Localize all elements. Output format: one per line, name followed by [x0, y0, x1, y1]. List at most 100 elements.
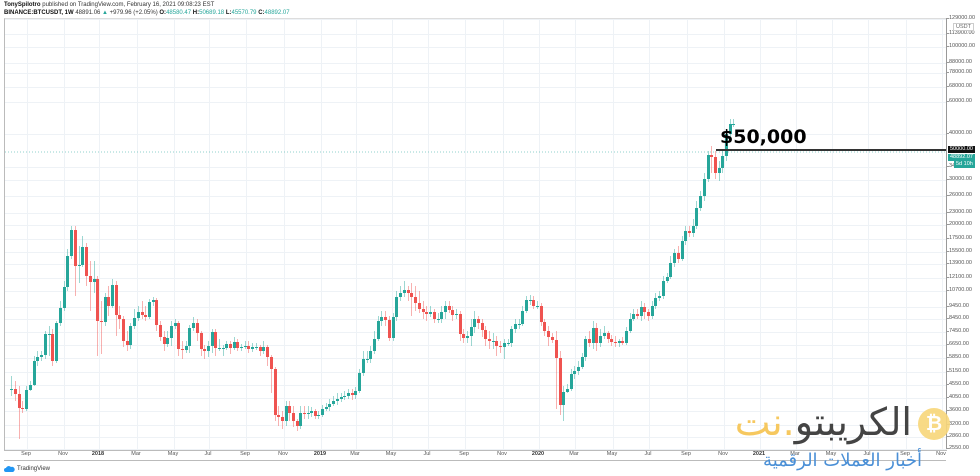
- candle: [703, 179, 706, 196]
- candle: [377, 321, 380, 339]
- candle: [551, 337, 554, 340]
- candle: [63, 287, 66, 308]
- price-tick: 100000.00: [946, 43, 975, 49]
- candle: [462, 334, 465, 338]
- price-tick: 5850.00: [946, 354, 969, 360]
- candle: [81, 247, 84, 265]
- candle: [70, 230, 73, 256]
- time-axis[interactable]: Sep Nov 2018 Mar May Jul Sep Nov 2019 Mar May Jul Se…: [4, 449, 946, 461]
- candle: [559, 358, 562, 405]
- time-tick: Jul: [863, 451, 871, 457]
- time-tick: May: [606, 451, 618, 457]
- candle: [540, 306, 543, 322]
- candle: [181, 349, 184, 350]
- candle: [684, 231, 687, 241]
- candle: [307, 413, 310, 414]
- price-tick: 15500.00: [946, 248, 972, 254]
- candle: [336, 399, 339, 401]
- candle: [629, 319, 632, 331]
- candle: [185, 346, 188, 350]
- time-tick: May: [385, 451, 397, 457]
- publish-line: TonySpilotro published on TradingView.co…: [4, 1, 290, 9]
- time-tick: Mar: [350, 451, 360, 457]
- price-tick: 20000.00: [946, 221, 972, 227]
- tradingview-cloud-icon: [4, 466, 15, 472]
- price-axis[interactable]: 129000.00 113900.00 100000.00 88000.00 78000…: [946, 15, 980, 451]
- candle: [277, 415, 280, 417]
- candle: [74, 230, 77, 266]
- symbol-label: BINANCE:BTCUSDT, 1W: [4, 10, 74, 16]
- level-line-50000[interactable]: [716, 149, 946, 151]
- candle: [51, 334, 54, 361]
- chart-plot-area[interactable]: [4, 18, 947, 451]
- candle: [107, 297, 110, 306]
- candle: [274, 369, 277, 415]
- candle: [159, 325, 162, 337]
- candle: [621, 341, 624, 343]
- candle: [451, 310, 454, 315]
- candle: [725, 134, 728, 156]
- candle: [14, 389, 17, 394]
- candle: [89, 276, 92, 282]
- open-label: O:: [159, 10, 167, 16]
- candle: [607, 333, 610, 339]
- candle: [266, 347, 269, 357]
- candle: [532, 300, 535, 306]
- candle: [225, 344, 228, 348]
- price-tick: 30000.00: [946, 176, 972, 182]
- bar-countdown-label: 5d 10h: [954, 161, 975, 168]
- time-tick: 2018: [91, 451, 105, 457]
- candle: [658, 296, 661, 298]
- candle: [351, 393, 354, 395]
- candle: [21, 408, 24, 409]
- time-tick: 2021: [752, 451, 766, 457]
- candle: [36, 357, 39, 361]
- candle: [433, 312, 436, 319]
- candle: [247, 346, 250, 349]
- price-tick: 10700.00: [946, 287, 972, 293]
- candle: [188, 328, 191, 346]
- candle: [459, 314, 462, 334]
- candle: [129, 326, 132, 345]
- candle: [33, 361, 36, 385]
- candle: [651, 306, 654, 316]
- candle: [170, 326, 173, 338]
- candle: [614, 342, 617, 343]
- price-tick: 3600.00: [946, 407, 969, 413]
- candle: [362, 359, 365, 373]
- bitcoin-coin-icon: ₿: [918, 408, 950, 440]
- level-price-label: 50000.00: [948, 146, 975, 153]
- candle: [233, 342, 236, 348]
- price-tick: 4050.00: [946, 394, 969, 400]
- candle: [236, 342, 239, 348]
- candle: [166, 338, 169, 344]
- candle: [85, 247, 88, 276]
- candle: [448, 306, 451, 310]
- price-tick: 2860.00: [946, 433, 969, 439]
- candle: [118, 315, 121, 319]
- candle: [581, 357, 584, 367]
- candle: [222, 348, 225, 349]
- tradingview-logo[interactable]: TradingView: [4, 465, 50, 472]
- time-tick: Nov: [58, 451, 68, 457]
- candle: [155, 300, 158, 325]
- candle: [718, 168, 721, 173]
- candle: [669, 263, 672, 277]
- time-tick: Sep: [900, 451, 910, 457]
- time-tick: May: [825, 451, 837, 457]
- publisher-name[interactable]: TonySpilotro: [4, 2, 41, 8]
- candle: [292, 413, 295, 421]
- last-price: 48891.06: [75, 10, 101, 16]
- time-tick: Sep: [21, 451, 31, 457]
- candle: [18, 394, 21, 408]
- candle: [122, 319, 125, 341]
- candle: [473, 319, 476, 327]
- high-label: H:: [192, 10, 200, 16]
- candle: [499, 346, 502, 347]
- candle: [536, 306, 539, 307]
- watermark: الكريبتو.نت ₿ أخبار العملات الرقمية: [722, 400, 952, 476]
- candle: [692, 226, 695, 233]
- time-tick: Sep: [240, 451, 250, 457]
- price-tick: 40000.00: [946, 130, 972, 136]
- candle: [425, 312, 428, 314]
